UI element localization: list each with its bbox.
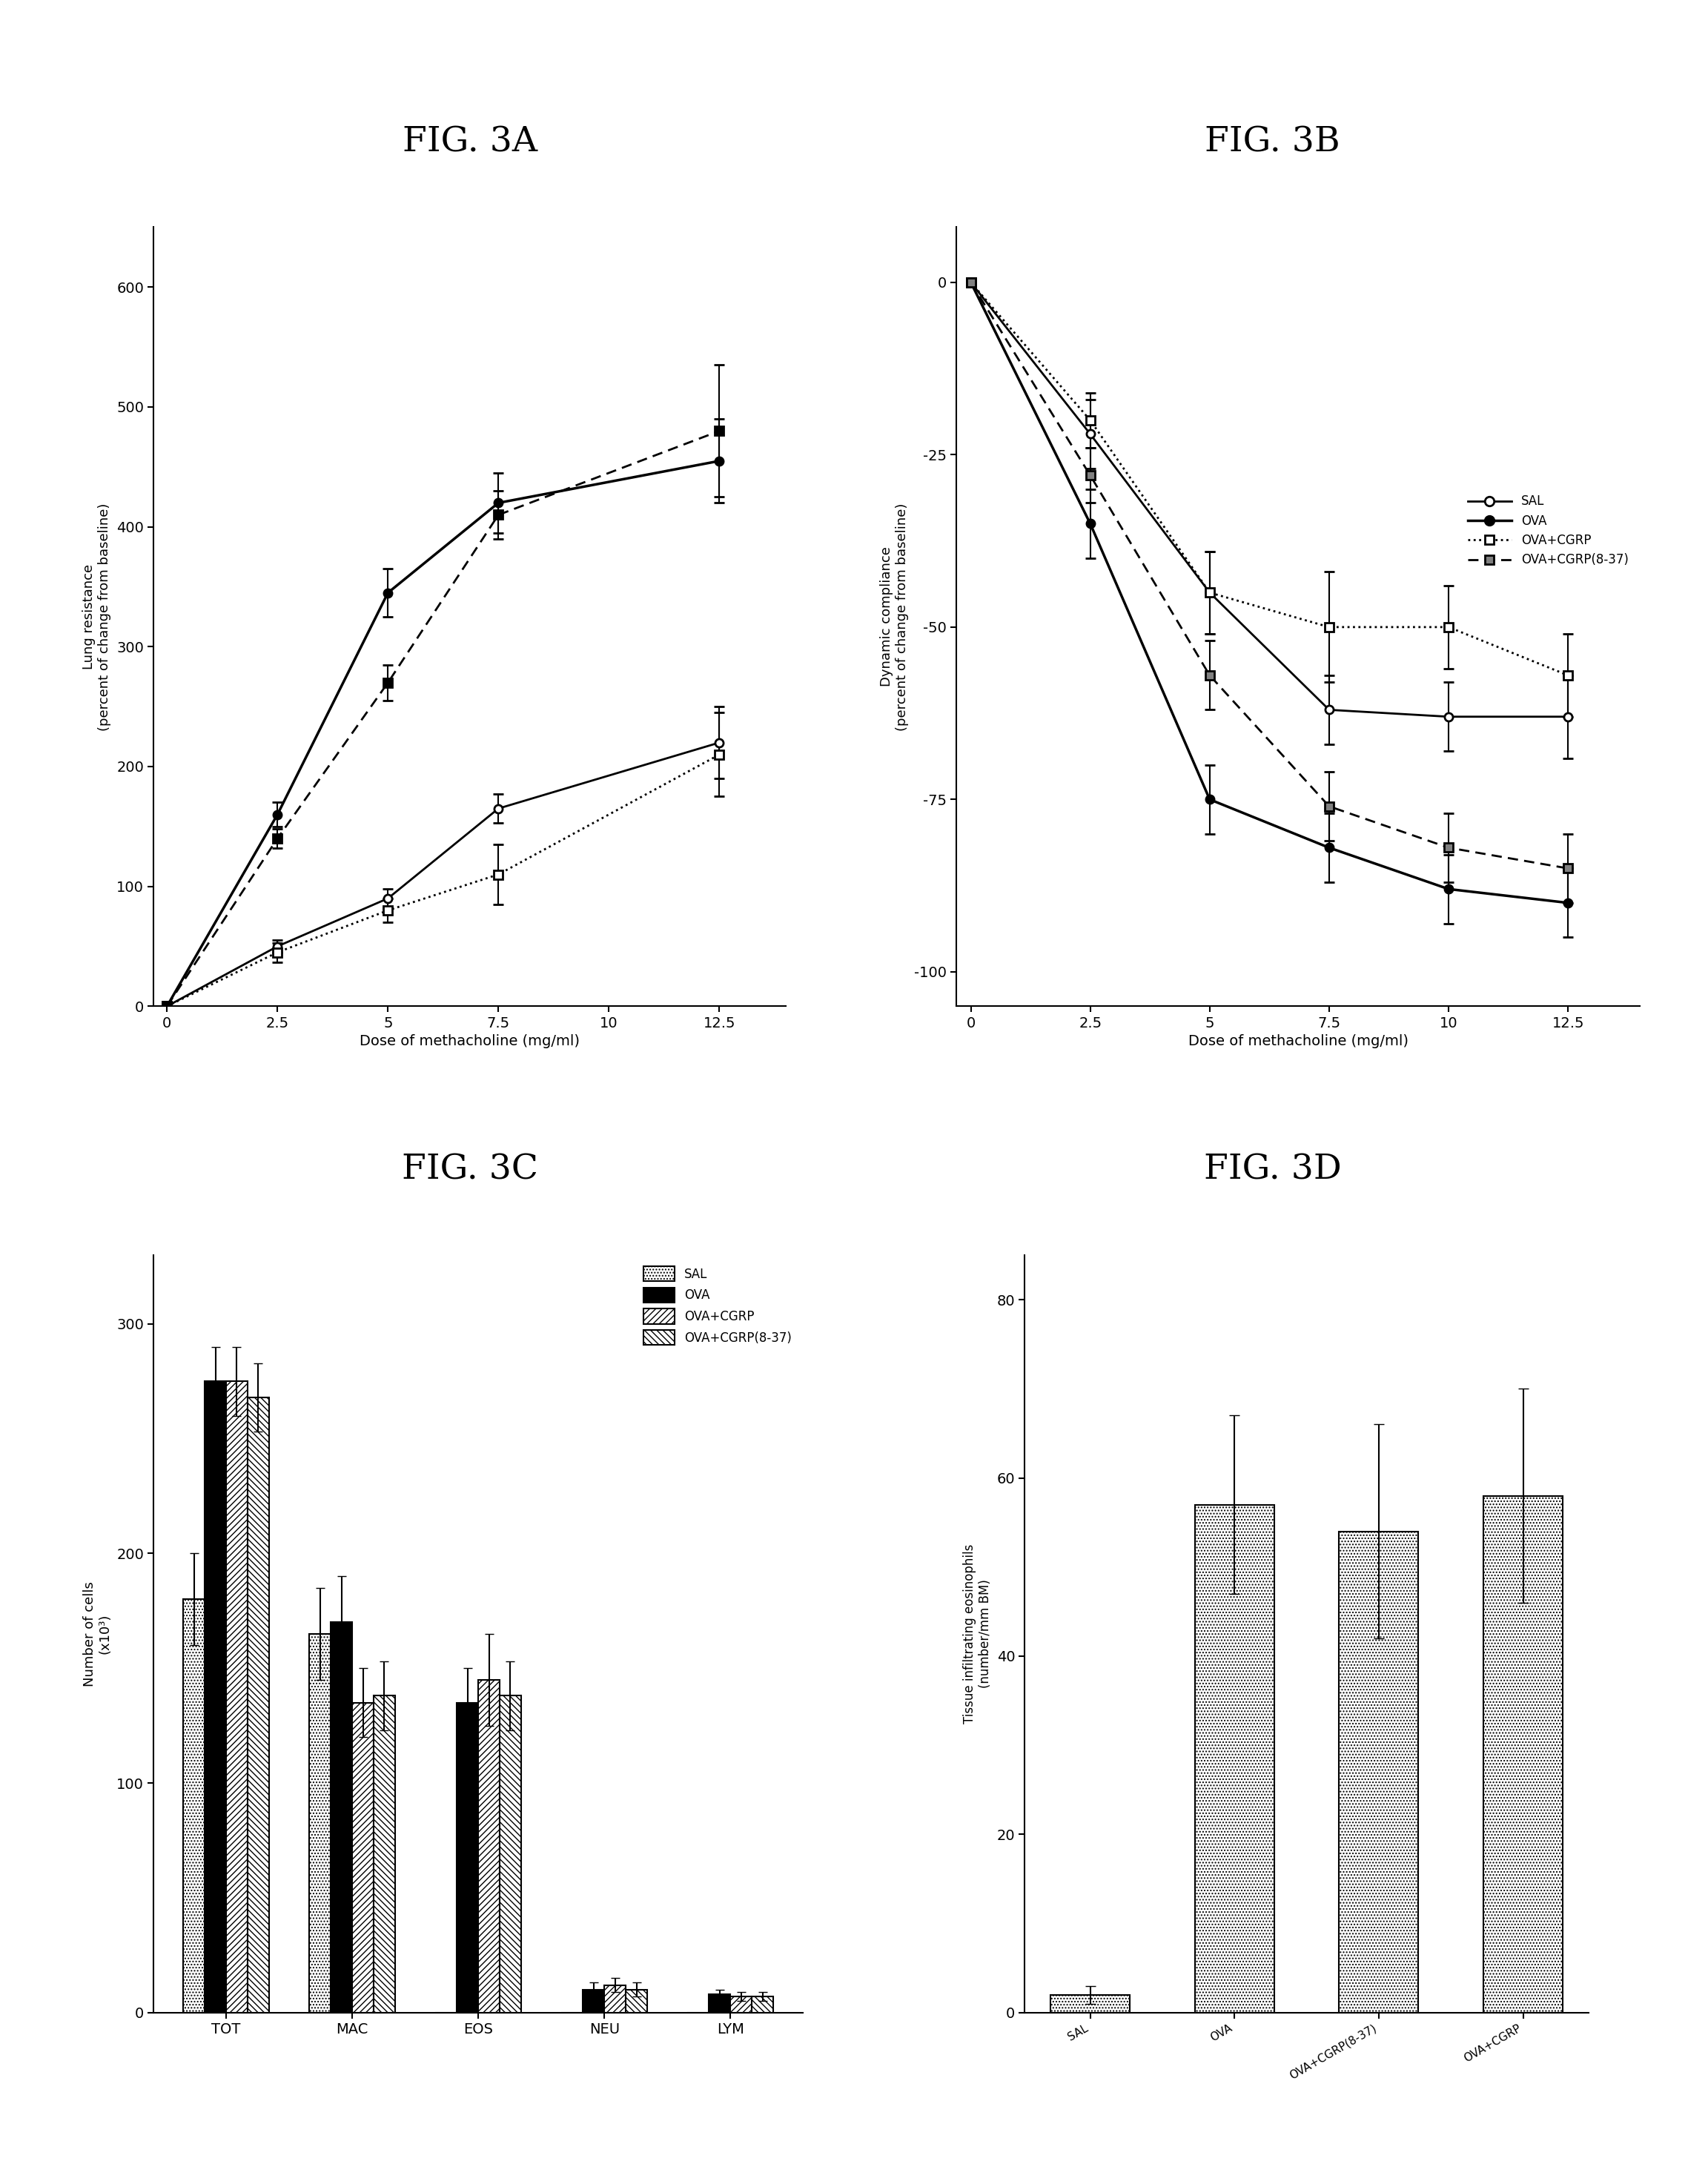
Text: FIG. 3C: FIG. 3C <box>401 1153 538 1186</box>
Bar <box>731 1997 752 2013</box>
Bar <box>582 1989 605 2013</box>
Y-axis label: Number of cells
(x10³): Number of cells (x10³) <box>82 1582 111 1686</box>
Bar <box>709 1995 731 2013</box>
Bar <box>225 1381 248 2013</box>
Bar <box>478 1679 500 2013</box>
Bar <box>500 1697 521 2013</box>
Bar <box>183 1599 205 2013</box>
Bar <box>456 1703 478 2013</box>
Y-axis label: Dynamic compliance
(percent of change from baseline): Dynamic compliance (percent of change fr… <box>880 502 909 731</box>
Text: FIG. 3B: FIG. 3B <box>1204 126 1341 158</box>
X-axis label: Dose of methacholine (mg/ml): Dose of methacholine (mg/ml) <box>1189 1034 1407 1047</box>
Bar <box>248 1398 268 2013</box>
Bar <box>605 1984 625 2013</box>
Bar <box>752 1997 774 2013</box>
Bar <box>309 1634 331 2013</box>
Y-axis label: Tissue infiltrating eosinophils
(number/mm BM): Tissue infiltrating eosinophils (number/… <box>963 1543 992 1725</box>
Bar <box>1339 1532 1418 2013</box>
Legend: SAL, OVA, OVA+CGRP, OVA+CGRP(8-37): SAL, OVA, OVA+CGRP, OVA+CGRP(8-37) <box>1464 489 1633 571</box>
Bar <box>1484 1495 1563 2013</box>
Y-axis label: Lung resistance
(percent of change from baseline): Lung resistance (percent of change from … <box>82 502 111 731</box>
Bar <box>1196 1504 1274 2013</box>
Bar <box>625 1989 647 2013</box>
Text: FIG. 3D: FIG. 3D <box>1204 1153 1341 1186</box>
X-axis label: Dose of methacholine (mg/ml): Dose of methacholine (mg/ml) <box>360 1034 579 1047</box>
Text: FIG. 3A: FIG. 3A <box>403 126 536 158</box>
Bar <box>205 1381 225 2013</box>
Bar <box>331 1623 352 2013</box>
Bar <box>1050 1995 1129 2013</box>
Bar <box>374 1697 395 2013</box>
Legend: SAL, OVA, OVA+CGRP, OVA+CGRP(8-37): SAL, OVA, OVA+CGRP, OVA+CGRP(8-37) <box>639 1262 796 1350</box>
Bar <box>352 1703 374 2013</box>
